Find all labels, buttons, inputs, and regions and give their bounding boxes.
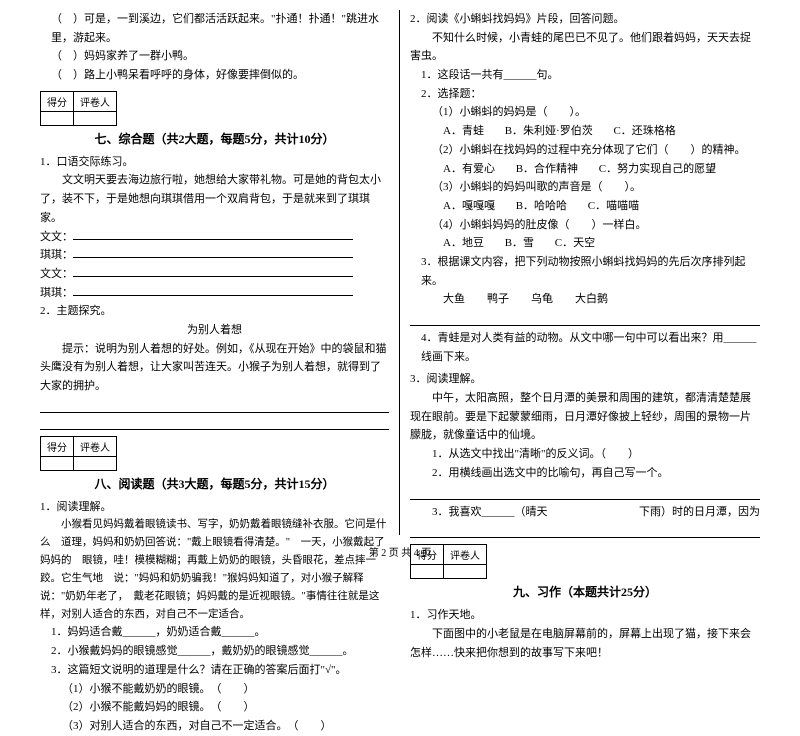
section-7-title: 七、综合题（共2大题，每题5分，共计10分）	[40, 130, 389, 147]
blank-line	[40, 399, 389, 413]
r2-sub1: （1）小蝌蚪的妈妈是（ ）。	[410, 103, 760, 122]
r2-sub1-opts: A．青蛙 B．朱利娅·罗伯茨 C．还珠格格	[410, 122, 760, 141]
score-box-7: 得分 评卷人	[40, 91, 117, 126]
r1-q2: 2．小猴戴妈妈的眼镜感觉______，戴奶奶的眼镜感觉______。	[40, 642, 389, 661]
r2-q2: 2．选择题：	[410, 85, 760, 104]
r1-title: 1．阅读理解。	[40, 498, 389, 517]
q1-body: 文文明天要去海边旅行啦，她想给大家带礼物。可是她的背包太小了，装不下，于是她想向…	[40, 171, 389, 227]
dialog-4: 琪琪：	[40, 284, 389, 303]
r2-q3-items: 大鱼 鸭子 乌龟 大白鹅	[410, 290, 760, 309]
blank-line	[410, 524, 760, 538]
blank-line	[410, 486, 760, 500]
r2-sub4-opts: A．地豆 B．雪 C．天空	[410, 234, 760, 253]
r3-body: 中午，太阳高照，整个日月潭的美景和周围的建筑，都清清楚楚展现在眼前。要是下起蒙蒙…	[410, 389, 760, 445]
w1-body: 下面图中的小老鼠是在电脑屏幕前的，屏幕上出现了猫，接下来会怎样……快来把你想到的…	[410, 625, 760, 662]
q1-title: 1．口语交际练习。	[40, 153, 389, 172]
right-column: 2．阅读《小蝌蚪找妈妈》片段，回答问题。 不知什么时候，小青蛙的尾巴已不见了。他…	[400, 10, 770, 535]
r3-q1: 1．从选文中找出"清晰"的反义词。（ ）	[410, 445, 760, 464]
r2-sub2: （2）小蝌蚪在找妈妈的过程中充分体现了它们（ ）的精神。	[410, 141, 760, 160]
r1-opt-3: （3）对别人适合的东西，对自己不一定适合。 （ ）	[40, 717, 389, 736]
r2-q1: 1．这段话一共有______句。	[410, 66, 760, 85]
r2-sub3-opts: A．嘎嘎嘎 B．哈哈哈 C．喵喵喵	[410, 197, 760, 216]
q2-body: 提示：说明为别人着想的好处。例如，《从现在开始》中的袋鼠和猫头鹰没有为别人着想，…	[40, 340, 389, 396]
dialog-3: 文文：	[40, 265, 389, 284]
blank-line	[40, 416, 389, 430]
left-column: （ ）可是，一到溪边，它们都活活跃起来。"扑通！扑通！"跳进水里，游起来。 （ …	[30, 10, 400, 535]
r3-q3b: 下雨）时的日月潭，因为	[639, 503, 760, 522]
page-footer: 第 2 页 共 4 页	[0, 544, 800, 559]
r3-q2: 2．用横线画出选文中的比喻句，再自己写一个。	[410, 464, 760, 483]
fill-line-2: （ ）妈妈家养了一群小鸭。	[40, 47, 389, 66]
w1-title: 1．习作天地。	[410, 606, 760, 625]
r2-sub3: （3）小蝌蚪的妈妈叫歌的声音是（ ）。	[410, 178, 760, 197]
grader-label: 评卷人	[74, 436, 117, 456]
r1-q1: 1．妈妈适合戴______，奶奶适合戴______。	[40, 623, 389, 642]
r1-opt-1: （1）小猴不能戴奶奶的眼镜。 （ ）	[40, 680, 389, 699]
r2-q3: 3．根据课文内容，把下列动物按照小蝌蚪找妈妈的先后次序排列起来。	[410, 253, 760, 290]
r3-title: 3．阅读理解。	[410, 370, 760, 389]
r3-q3: 3．我喜欢______（晴天 下雨）时的日月潭，因为	[410, 503, 760, 522]
section-8-title: 八、阅读题（共3大题，每题5分，共计15分）	[40, 475, 389, 492]
q2-center: 为别人着想	[40, 321, 389, 340]
dialog-1: 文文：	[40, 228, 389, 247]
r1-opt-2: （2）小猴不能戴妈妈的眼镜。 （ ）	[40, 698, 389, 717]
score-label: 得分	[41, 436, 74, 456]
r1-body: 小猴看见妈妈戴着眼镜读书、写字，奶奶戴着眼镜缝补衣服。它问是什么 道理，妈妈和奶…	[40, 516, 389, 623]
r1-q3: 3．这篇短文说明的道理是什么？请在正确的答案后面打"√"。	[40, 661, 389, 680]
q2-title: 2．主题探究。	[40, 302, 389, 321]
r3-q3a: 3．我喜欢______（晴天	[432, 503, 548, 522]
r2-sub4: （4）小蝌蚪妈妈的肚皮像（ ）一样白。	[410, 216, 760, 235]
r2-title: 2．阅读《小蝌蚪找妈妈》片段，回答问题。	[410, 10, 760, 29]
r2-sub2-opts: A．有爱心 B．合作精神 C．努力实现自己的愿望	[410, 160, 760, 179]
fill-line-3: （ ）路上小鸭呆看呼呼的身体，好像要摔倒似的。	[40, 66, 389, 85]
r2-body: 不知什么时候，小青蛙的尾巴已不见了。他们跟着妈妈，天天去捉害虫。	[410, 29, 760, 66]
dialog-2: 琪琪：	[40, 246, 389, 265]
section-9-title: 九、习作（本题共计25分）	[410, 583, 760, 600]
score-label: 得分	[41, 91, 74, 111]
blank-line	[410, 312, 760, 326]
r2-q4: 4．青蛙是对人类有益的动物。从文中哪一句中可以看出来？用______线画下来。	[410, 329, 760, 366]
fill-line-1: （ ）可是，一到溪边，它们都活活跃起来。"扑通！扑通！"跳进水里，游起来。	[40, 10, 389, 47]
grader-label: 评卷人	[74, 91, 117, 111]
score-box-8: 得分 评卷人	[40, 436, 117, 471]
